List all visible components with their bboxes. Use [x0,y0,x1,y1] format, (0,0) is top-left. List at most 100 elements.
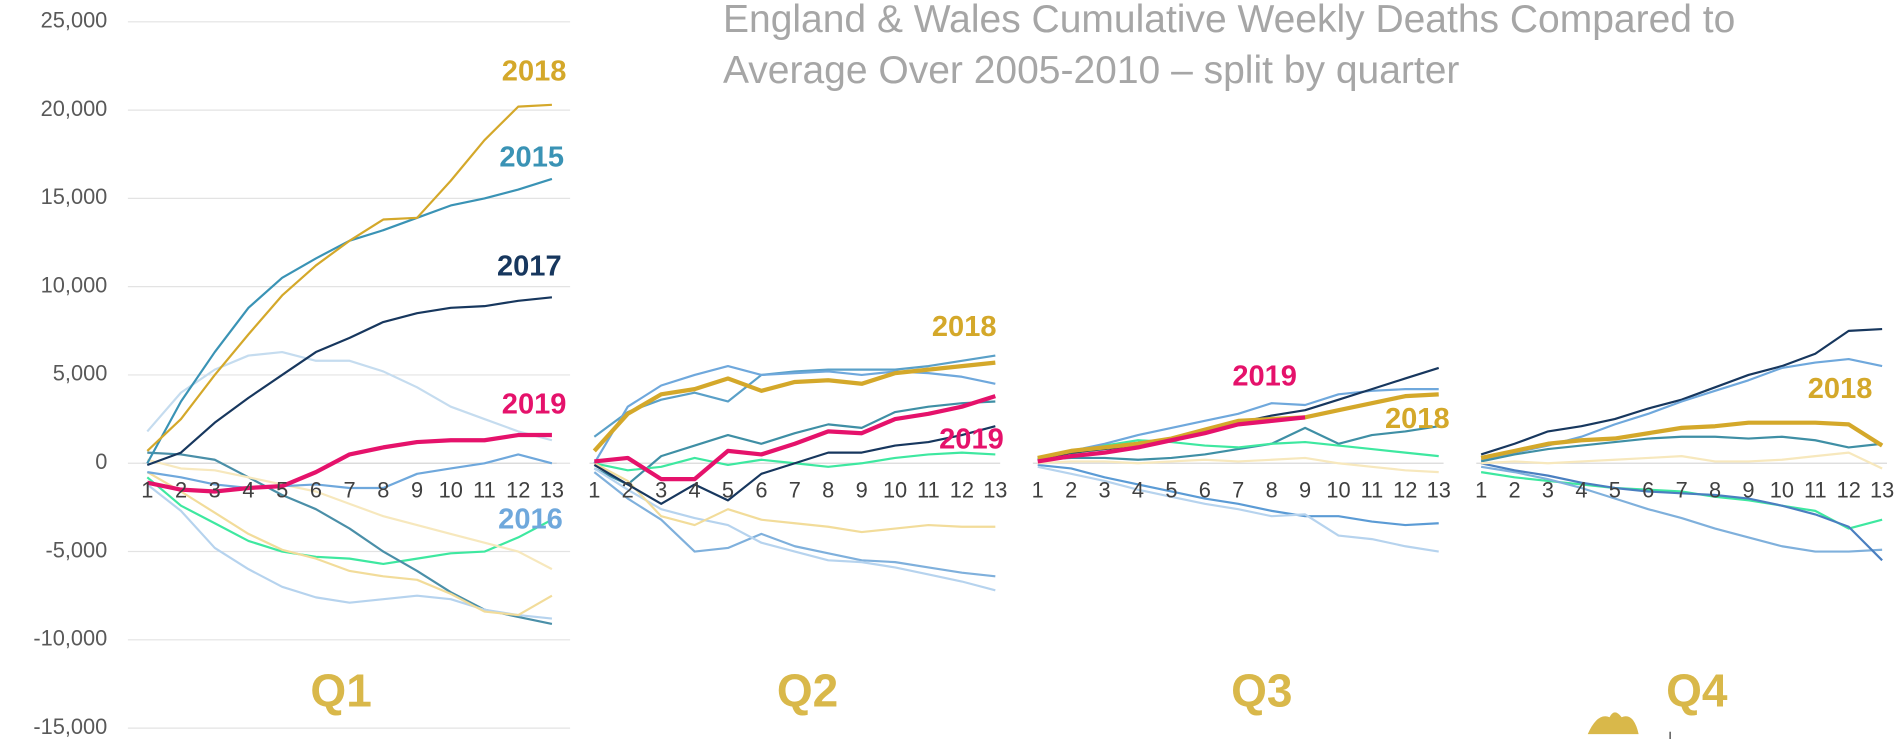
line-series [1037,415,1306,464]
x-tick-label: 3 [655,478,667,503]
line-series [1480,435,1883,463]
line-series [593,467,996,592]
x-tick-label: 11 [473,478,496,503]
x-tick-label: 9 [856,478,868,503]
line-series [593,471,996,578]
x-tick-label: 2 [175,478,187,503]
y-tick-label: 20,000 [41,96,108,121]
x-tick-label: 2 [622,478,634,503]
line-series [1481,451,1883,470]
x-tick-label: 12 [1837,478,1861,503]
y-tick-label: 15,000 [41,184,108,209]
line-series [146,483,553,620]
x-tick-label: 8 [1266,478,1278,503]
x-tick-label: 5 [722,478,734,503]
x-tick-label: 6 [310,478,322,503]
panel-title: Q1 [310,664,371,716]
line-series [146,296,553,466]
x-tick-label: 4 [242,478,254,503]
line-series [1480,462,1883,562]
y-tick-label: -15,000 [33,714,107,739]
line-series [1480,471,1883,530]
x-tick-label: 1 [141,478,153,503]
line-series [1037,465,1439,553]
y-tick-label: 25,000 [41,8,108,33]
panel-title: Q4 [1666,664,1728,716]
series-label: 2019 [502,389,567,421]
x-tick-label: 6 [755,478,767,503]
line-series [147,453,553,490]
x-tick-label: 5 [1165,478,1177,503]
x-tick-label: 11 [1361,478,1384,503]
x-tick-label: 10 [1770,478,1794,503]
y-tick-label: 10,000 [41,272,108,297]
x-tick-label: 1 [588,478,600,503]
line-series [593,400,996,486]
x-tick-label: 5 [276,478,288,503]
x-tick-label: 5 [1609,478,1621,503]
line-series [1480,327,1883,456]
line-series [146,103,552,452]
line-series [1037,392,1439,461]
panel-title: Q2 [777,664,838,716]
x-tick-label: 12 [1393,478,1417,503]
line-series [146,471,553,617]
series-label: 2018 [1385,403,1450,435]
x-tick-label: 7 [1676,478,1688,503]
x-tick-label: 13 [1870,478,1894,503]
line-series [146,476,553,566]
line-series [594,394,996,482]
x-tick-label: 11 [917,478,940,503]
x-tick-label: 7 [789,478,801,503]
x-tick-label: 12 [506,478,530,503]
x-tick-label: 10 [883,478,907,503]
x-tick-label: 10 [439,478,463,503]
x-tick-label: 2 [1065,478,1077,503]
series-label: 2017 [497,250,562,282]
y-tick-label: -5,000 [46,537,108,562]
y-tick-label: 5,000 [53,361,108,386]
x-tick-label: 7 [1232,478,1244,503]
line-series [1037,388,1439,460]
logo [1587,712,1671,739]
x-tick-label: 4 [1575,478,1587,503]
x-tick-label: 3 [1098,478,1110,503]
x-tick-label: 8 [822,478,834,503]
line-series [146,350,553,442]
line-series [1037,456,1439,474]
x-tick-label: 7 [344,478,356,503]
line-series [147,458,553,571]
line-series [1037,425,1439,461]
x-tick-label: 8 [1709,478,1721,503]
series-label: 2016 [498,504,563,536]
x-tick-label: 9 [1299,478,1311,503]
line-series [593,354,996,438]
panel-title: Q3 [1231,664,1292,716]
line-series [1480,465,1883,553]
series-label: 2018 [502,55,567,87]
series-label: 2019 [939,424,1004,456]
line-series [593,425,996,505]
series-label: 2018 [1808,373,1873,405]
y-tick-label: -10,000 [33,626,107,651]
series-label: 2019 [1232,361,1297,393]
x-tick-label: 8 [377,478,389,503]
x-tick-label: 3 [1542,478,1554,503]
x-tick-label: 13 [1427,478,1451,503]
x-tick-label: 9 [411,478,423,503]
line-series [146,432,552,494]
x-tick-label: 6 [1642,478,1654,503]
series-label: 2018 [932,311,997,343]
x-tick-label: 9 [1742,478,1754,503]
line-series [593,365,996,464]
x-tick-label: 13 [540,478,564,503]
x-tick-label: 12 [950,478,974,503]
x-tick-label: 3 [209,478,221,503]
x-tick-label: 2 [1508,478,1520,503]
series-label: 2015 [499,141,564,173]
line-series [592,360,996,453]
chart-title: England & Wales Cumulative Weekly Deaths… [723,0,1736,92]
x-tick-label: 11 [1804,478,1827,503]
